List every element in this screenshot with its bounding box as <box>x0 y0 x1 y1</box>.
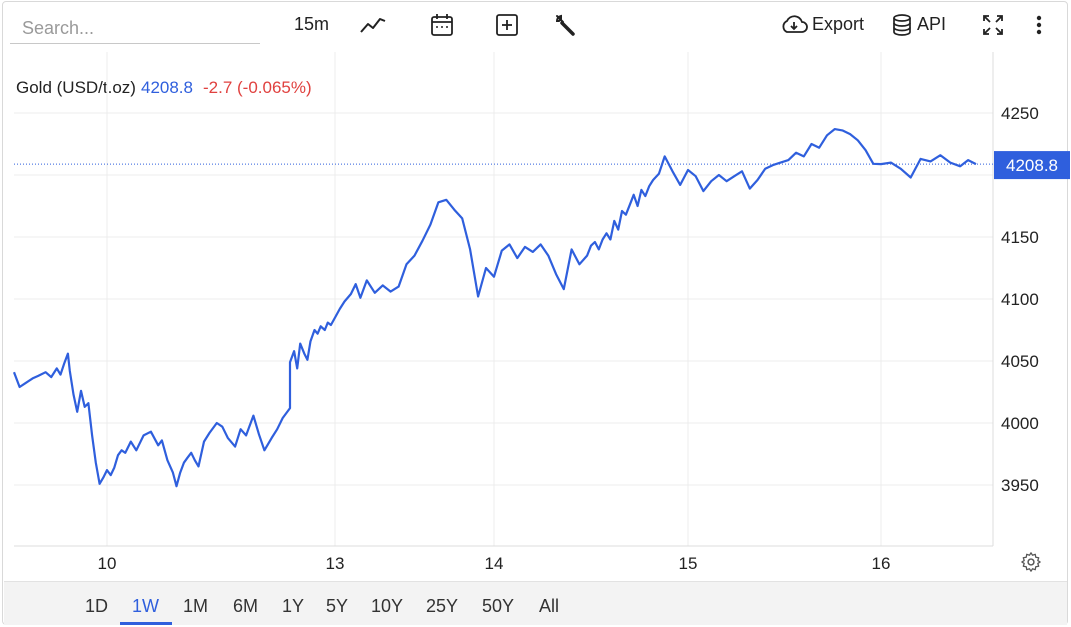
search-input[interactable] <box>10 14 260 44</box>
api-button[interactable]: API <box>917 14 947 34</box>
range-button-6m[interactable]: 6M <box>233 596 259 616</box>
range-button-all[interactable]: All <box>539 596 560 616</box>
range-selector-bar: 1D 1W 1M 6M 1Y 5Y 10Y 25Y 50Y All <box>4 581 1067 625</box>
range-button-1y[interactable]: 1Y <box>282 596 305 616</box>
x-tick-label: 14 <box>485 554 504 573</box>
instrument-name: Gold (USD/t.oz) <box>16 78 136 97</box>
x-tick-label: 15 <box>679 554 698 573</box>
active-range-underline <box>120 622 172 625</box>
y-tick-label: 4150 <box>1001 228 1039 247</box>
range-button-25y[interactable]: 25Y <box>426 596 459 616</box>
last-price-tag-label: 4208.8 <box>1006 156 1058 175</box>
range-button-1m[interactable]: 1M <box>183 596 209 616</box>
calendar-icon[interactable] <box>428 11 456 39</box>
add-indicator-icon[interactable] <box>493 11 521 39</box>
range-button-1w[interactable]: 1W <box>132 596 159 616</box>
x-tick-label: 16 <box>872 554 891 573</box>
y-tick-label: 4250 <box>1001 104 1039 123</box>
x-tick-label: 13 <box>326 554 345 573</box>
fullscreen-icon[interactable] <box>979 11 1007 39</box>
cloud-download-icon[interactable] <box>779 11 809 39</box>
interval-selector[interactable]: 15m <box>294 14 330 34</box>
line-chart-icon[interactable] <box>359 11 387 39</box>
range-button-50y[interactable]: 50Y <box>482 596 515 616</box>
toolbar: 15m Export API <box>0 0 1071 52</box>
y-tick-label: 4100 <box>1001 290 1039 309</box>
range-button-1d[interactable]: 1D <box>85 596 109 616</box>
y-tick-label: 3950 <box>1001 476 1039 495</box>
chart-legend: Gold (USD/t.oz) 4208.8 -2.7 (-0.065%) <box>16 78 312 98</box>
last-price: 4208.8 <box>140 78 193 97</box>
price-series-line <box>12 128 977 488</box>
wrench-icon[interactable] <box>551 11 579 39</box>
gear-icon[interactable] <box>1020 551 1044 575</box>
y-tick-label: 4000 <box>1001 414 1039 433</box>
export-button[interactable]: Export <box>812 14 865 34</box>
price-chart[interactable]: 3950 4000 4050 4100 4150 4250 10 13 14 15 16 4208.8 <box>0 0 1071 580</box>
database-icon[interactable] <box>891 11 913 39</box>
more-vertical-icon[interactable] <box>1025 11 1053 39</box>
range-button-5y[interactable]: 5Y <box>326 596 349 616</box>
x-tick-label: 10 <box>98 554 117 573</box>
last-price-tag <box>994 151 1070 180</box>
y-tick-label: 4050 <box>1001 352 1039 371</box>
range-button-10y[interactable]: 10Y <box>371 596 404 616</box>
price-change: -2.7 (-0.065%) <box>202 78 312 97</box>
